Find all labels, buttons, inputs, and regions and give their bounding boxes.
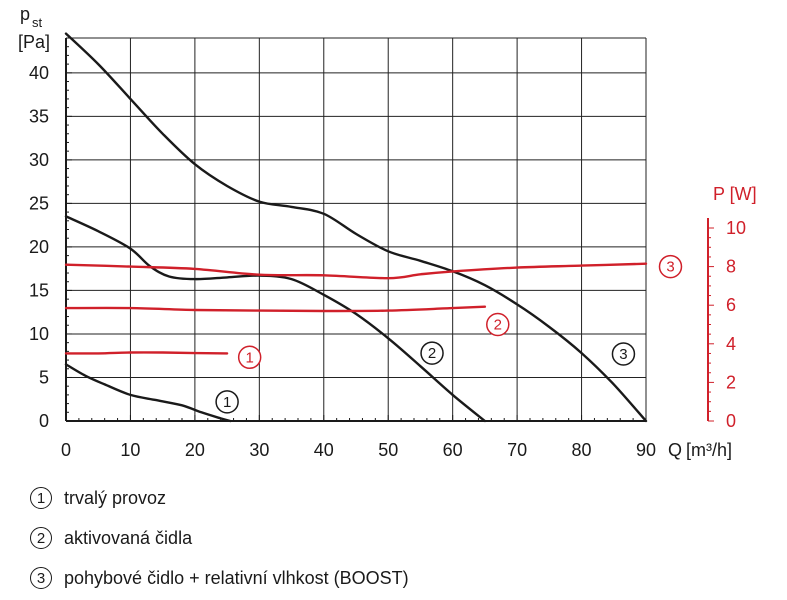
- y2-tick-label-2: 2: [726, 372, 736, 392]
- y-tick-label-10: 10: [29, 324, 49, 344]
- x-tick-label-50: 50: [378, 440, 398, 460]
- y-tick-label-5: 5: [39, 367, 49, 387]
- curve-label-3r: 3: [658, 254, 683, 279]
- y-tick-label-0: 0: [39, 411, 49, 431]
- y-tick-label-15: 15: [29, 280, 49, 300]
- curve-label-text-2r: 2: [494, 317, 502, 334]
- curve-label-1: 1: [215, 390, 239, 414]
- x-axis-label: Q: [668, 440, 682, 460]
- legend-item-3: 3 pohybové čidlo + relativní vlhkost (BO…: [30, 558, 409, 598]
- curve-label-text-1: 1: [223, 394, 231, 411]
- y-tick-label-20: 20: [29, 237, 49, 257]
- pressure-curve-3: [64, 32, 648, 423]
- y-tick-label-40: 40: [29, 63, 49, 83]
- legend-label-3: pohybové čidlo + relativní vlhkost (BOOS…: [64, 567, 409, 588]
- y2-tick-label-6: 6: [726, 295, 736, 315]
- x-tick-label-40: 40: [314, 440, 334, 460]
- legend-number-1: 1: [30, 487, 52, 509]
- curve-label-1r: 1: [237, 345, 262, 370]
- curve-label-2r: 2: [486, 312, 510, 337]
- y-tick-label-35: 35: [29, 106, 49, 126]
- curve-label-text-3: 3: [619, 346, 627, 363]
- curve-label-circle-1: [215, 390, 239, 414]
- y-axis-label: p: [20, 4, 30, 24]
- legend-number-2: 2: [30, 527, 52, 549]
- y2-tick-label-8: 8: [726, 257, 736, 277]
- y-axis-unit: [Pa]: [18, 32, 50, 52]
- curve-label-circle-1r: [237, 345, 262, 370]
- legend-label-2: aktivovaná čidla: [64, 527, 193, 548]
- curve-label-2: 2: [420, 341, 444, 365]
- x-axis-unit: [m³/h]: [686, 440, 732, 460]
- curve-label-text-1r: 1: [245, 349, 253, 366]
- x-tick-label-20: 20: [185, 440, 205, 460]
- power-curve-2: [64, 305, 487, 313]
- curve-label-circle-2: [420, 341, 444, 365]
- legend-label-1: trvalý provoz: [64, 487, 167, 508]
- y-axis-label-subscript: st: [32, 15, 43, 30]
- y-tick-label-30: 30: [29, 150, 49, 170]
- curve-label-circle-3r: [658, 254, 683, 279]
- curve-label-3: 3: [611, 342, 636, 366]
- x-tick-label-60: 60: [443, 440, 463, 460]
- y2-tick-label-0: 0: [726, 411, 736, 431]
- y-tick-label-25: 25: [29, 193, 49, 213]
- curve-label-circle-2r: [486, 312, 510, 337]
- x-tick-label-10: 10: [120, 440, 140, 460]
- series: [64, 32, 648, 423]
- legend-number-3: 3: [30, 567, 52, 589]
- x-tick-label-90: 90: [636, 440, 656, 460]
- curve-label-text-2: 2: [428, 345, 436, 362]
- y2-axis-label: P [W]: [713, 184, 757, 204]
- power-curve-3: [64, 262, 648, 280]
- power-curve-1: [64, 351, 229, 355]
- x-tick-label-70: 70: [507, 440, 527, 460]
- legend-item-2: 2 aktivovaná čidla: [30, 518, 409, 558]
- legend: 1 trvalý provoz 2 aktivovaná čidla 3 poh…: [30, 478, 409, 598]
- curve-label-circle-3: [611, 342, 636, 366]
- y2-tick-label-10: 10: [726, 218, 746, 238]
- x-tick-label-30: 30: [249, 440, 269, 460]
- y2-tick-label-4: 4: [726, 334, 736, 354]
- grid: [65, 37, 647, 422]
- curve-label-text-3r: 3: [666, 259, 674, 276]
- legend-item-1: 1 trvalý provoz: [30, 478, 409, 518]
- pressure-curve-1: [64, 363, 232, 423]
- x-tick-label-80: 80: [572, 440, 592, 460]
- x-tick-label-0: 0: [61, 440, 71, 460]
- curve-labels: 1 2 3 1 2 3: [215, 254, 683, 414]
